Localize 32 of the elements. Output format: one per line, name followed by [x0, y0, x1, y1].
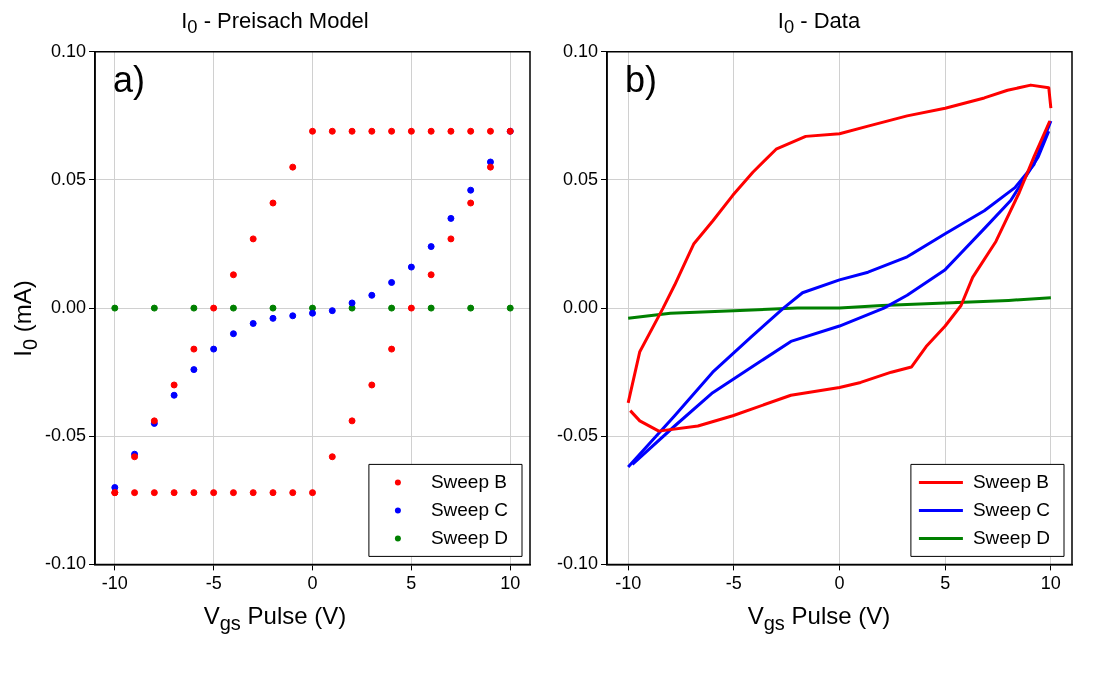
- chart-title: I$_{0}$ - Preisach Model: [181, 8, 369, 38]
- y-tick-label: 0.00: [562, 297, 599, 318]
- y-tick-label: 0.05: [562, 168, 599, 189]
- chart-title: I$_{0}$ - Data: [777, 8, 861, 38]
- x-tick-label: 0: [307, 573, 318, 594]
- x-tick-label: 10: [1040, 573, 1061, 594]
- y-tick-label: 0.10: [562, 40, 599, 61]
- x-tick-label: 0: [834, 573, 845, 594]
- legend-label: Sweep C: [430, 498, 509, 520]
- legend-label: Sweep D: [972, 526, 1051, 548]
- legend-label: Sweep D: [430, 526, 509, 548]
- x-tick-label: -10: [615, 573, 642, 594]
- x-tick-label: 10: [500, 573, 521, 594]
- legend-label: Sweep B: [430, 470, 507, 492]
- legend-label: Sweep B: [972, 470, 1049, 492]
- y-tick-label: 0.05: [50, 168, 87, 189]
- x-tick-label: 5: [406, 573, 417, 594]
- annotation: b): [625, 58, 658, 100]
- x-axis-title: V$_{gs}$ Pulse (V): [747, 602, 891, 635]
- x-axis-title: V$_{gs}$ Pulse (V): [203, 602, 347, 635]
- y-tick-label: -0.10: [45, 553, 87, 574]
- x-tick-label: -5: [725, 573, 742, 594]
- y-tick-label: -0.10: [557, 553, 599, 574]
- x-tick-label: -10: [101, 573, 128, 594]
- annotation: a): [113, 58, 146, 100]
- x-tick-label: -5: [205, 573, 222, 594]
- legend-label: Sweep C: [972, 498, 1051, 520]
- y-tick-label: -0.05: [557, 425, 599, 446]
- y-tick-label: 0.10: [50, 40, 87, 61]
- y-tick-label: -0.05: [45, 425, 87, 446]
- x-tick-label: 5: [940, 573, 951, 594]
- y-tick-label: 0.00: [50, 297, 87, 318]
